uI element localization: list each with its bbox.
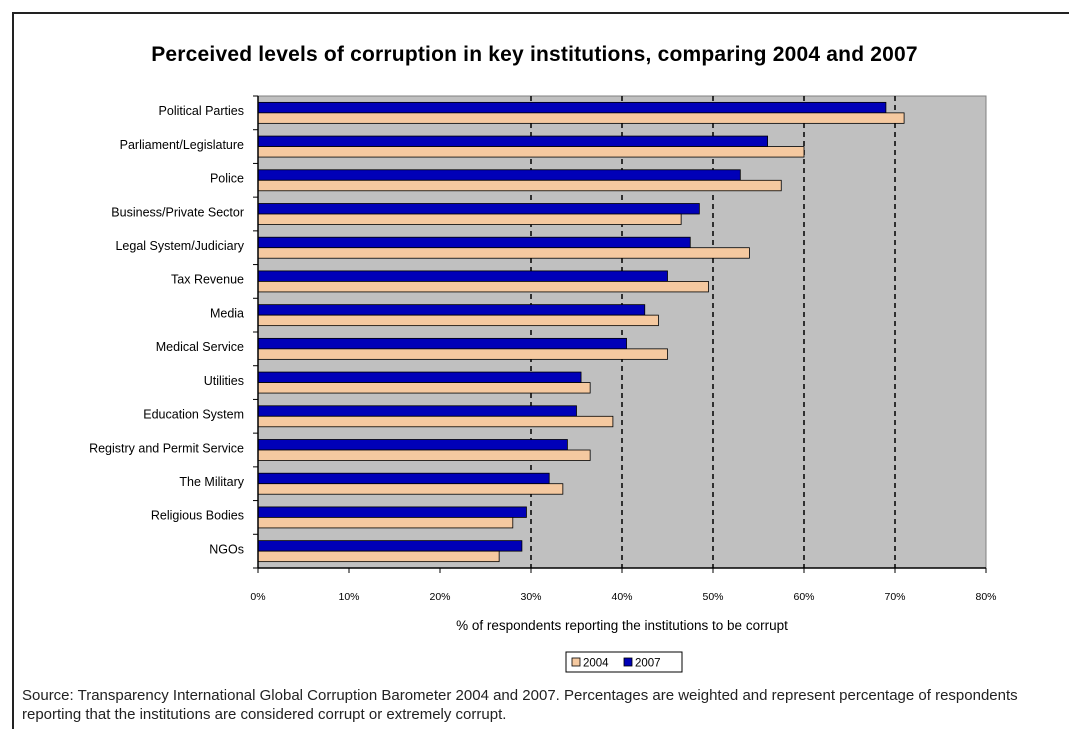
category-label: Religious Bodies bbox=[151, 509, 244, 523]
bar-2004 bbox=[257, 146, 805, 158]
bar-2007 bbox=[257, 506, 527, 518]
bar-2004 bbox=[257, 483, 564, 495]
bar-2004 bbox=[257, 281, 709, 293]
bar-2007 bbox=[257, 439, 568, 451]
category-label: Business/Private Sector bbox=[111, 205, 244, 219]
bar-2007 bbox=[257, 371, 582, 383]
bar-2004 bbox=[257, 449, 591, 461]
x-tick-label: 50% bbox=[702, 591, 723, 603]
x-tick-label: 30% bbox=[520, 591, 541, 603]
bar-2007 bbox=[257, 270, 668, 282]
category-label: Tax Revenue bbox=[171, 273, 244, 287]
chart-frame bbox=[12, 12, 1069, 729]
bar-2007 bbox=[257, 169, 741, 181]
bar-2004 bbox=[257, 550, 500, 563]
category-label: Utilities bbox=[204, 374, 244, 388]
bar-2004 bbox=[257, 179, 782, 192]
x-tick-label: 20% bbox=[429, 591, 450, 603]
bar-2004 bbox=[257, 348, 668, 360]
bar-2007 bbox=[257, 203, 700, 215]
x-tick-label: 60% bbox=[793, 591, 814, 603]
category-label: Education System bbox=[143, 408, 244, 422]
bar-2007 bbox=[257, 405, 577, 417]
bar-2004 bbox=[257, 382, 591, 394]
x-tick-label: 80% bbox=[975, 591, 996, 603]
category-label: Legal System/Judiciary bbox=[115, 239, 244, 253]
bar-2007 bbox=[257, 540, 523, 552]
category-label: Police bbox=[210, 172, 244, 186]
chart-title: Perceived levels of corruption in key in… bbox=[151, 43, 918, 66]
bar-2007 bbox=[257, 304, 646, 316]
x-tick-label: 0% bbox=[250, 591, 265, 603]
category-label: Medical Service bbox=[156, 340, 244, 354]
x-tick-label: 40% bbox=[611, 591, 632, 603]
bar-2007 bbox=[257, 337, 627, 350]
category-label: The Military bbox=[179, 475, 244, 489]
bar-2007 bbox=[257, 101, 887, 114]
category-label: Political Parties bbox=[159, 104, 244, 118]
legend-label-2004: 2004 bbox=[583, 658, 609, 670]
bar-2004 bbox=[257, 314, 659, 327]
bar-2007 bbox=[257, 236, 691, 249]
bar-chart: Political Parties Parliament/Legislature P… bbox=[89, 95, 997, 673]
bar-2004 bbox=[257, 517, 514, 529]
x-tick-label: 70% bbox=[884, 591, 905, 603]
source-note: Source: Transparency International Globa… bbox=[22, 687, 1018, 723]
legend-label-2007: 2007 bbox=[635, 658, 661, 670]
x-tick-label: 10% bbox=[338, 591, 359, 603]
bar-2004 bbox=[257, 415, 614, 428]
bar-2007 bbox=[257, 135, 769, 147]
category-label: NGOs bbox=[209, 542, 244, 556]
bar-2004 bbox=[257, 112, 905, 124]
category-label: Parliament/Legislature bbox=[120, 138, 244, 152]
bar-2004 bbox=[257, 247, 750, 259]
category-label: Media bbox=[210, 306, 244, 320]
x-axis-label: % of respondents reporting the instituti… bbox=[456, 618, 788, 633]
legend-swatch-2004 bbox=[571, 657, 581, 667]
bar-2007 bbox=[257, 472, 550, 485]
bar-2004 bbox=[257, 213, 682, 225]
legend-swatch-2007 bbox=[623, 657, 633, 667]
category-label: Registry and Permit Service bbox=[89, 441, 244, 455]
